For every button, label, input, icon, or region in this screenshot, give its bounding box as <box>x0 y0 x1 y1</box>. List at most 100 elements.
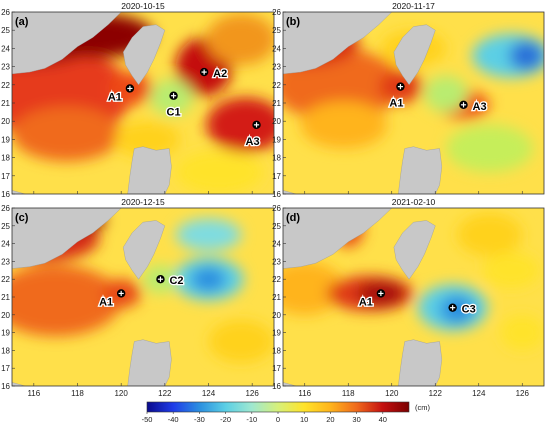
lat-tick-label: 16 <box>1 190 10 199</box>
land-polygon <box>12 190 26 194</box>
lat-tick-label: 21 <box>1 293 10 302</box>
sea-level-anomaly-field <box>12 208 274 386</box>
anomaly-blob <box>457 213 523 257</box>
lat-tick-label: 22 <box>1 275 10 284</box>
eddy-label: C3 <box>462 304 476 316</box>
eddy-marker: C2 <box>156 274 185 289</box>
anomaly-blob <box>509 41 544 71</box>
anomaly-blob <box>439 295 475 324</box>
map-panel: 2020-10-15 (a) 16 17 18 19 20 21 22 23 24 25 26 A1 A2 C… <box>1 1 275 199</box>
eddy-marker: C1 <box>165 91 182 120</box>
lat-tick-label: 18 <box>272 346 281 355</box>
panel-label: (a) <box>15 16 29 28</box>
map-panel: 2020-12-15 (c) 16 17 18 19 20 21 22 23 24 25 26 116 11… <box>1 197 275 398</box>
lon-tick-label: 124 <box>472 389 486 398</box>
lat-tick-label: 25 <box>1 26 10 35</box>
colorbar: -50 -40 -30 -20 -10 0 10 20 30 40 (cm) <box>142 401 430 424</box>
lat-tick-label: 16 <box>272 190 281 199</box>
land-polygon <box>398 339 443 386</box>
lat-tick-label: 19 <box>272 329 281 338</box>
anomaly-blob <box>175 218 242 251</box>
eddy-label: C1 <box>167 107 181 119</box>
anomaly-blob <box>191 266 226 292</box>
lon-tick-label: 120 <box>114 389 128 398</box>
lat-tick-label: 18 <box>1 154 10 163</box>
panel-label: (d) <box>286 212 300 224</box>
anomaly-blob <box>283 261 344 315</box>
land-polygon <box>398 146 443 194</box>
land <box>12 12 172 194</box>
eddy-label: A1 <box>108 91 122 103</box>
lat-tick-label: 17 <box>272 364 281 373</box>
lon-tick-label: 122 <box>158 389 172 398</box>
lat-tick-label: 24 <box>1 240 10 249</box>
eddy-label: A1 <box>99 296 113 308</box>
colorbar-tick-label: 30 <box>352 415 360 424</box>
land-polygon <box>127 146 172 194</box>
lat-tick-label: 22 <box>272 81 281 90</box>
lon-tick-label: 126 <box>245 389 259 398</box>
colorbar-tick-label: -30 <box>194 415 205 424</box>
anomaly-blob <box>114 121 181 158</box>
colorbar-tick-label: 40 <box>379 415 387 424</box>
lat-tick-label: 20 <box>1 311 10 320</box>
panels: 2020-10-15 (a) 16 17 18 19 20 21 22 23 24 25 26 A1 A2 C… <box>1 1 545 398</box>
anomaly-blob <box>208 320 274 363</box>
land-polygon <box>283 12 393 75</box>
lat-tick-label: 21 <box>272 293 281 302</box>
lat-tick-label: 16 <box>1 382 10 391</box>
lat-tick-label: 16 <box>272 382 281 391</box>
eddy-marker: A1 <box>107 84 135 105</box>
eddy-label: C2 <box>169 275 183 287</box>
colorbar-tick-label: 10 <box>300 415 308 424</box>
colorbar-tick-label: -20 <box>220 415 231 424</box>
lon-tick-label: 118 <box>342 389 355 398</box>
map-panel: 2021-02-10 (d) 16 17 18 19 20 21 22 23 24 25 26 116 11… <box>272 197 545 398</box>
sea-level-anomaly-field <box>283 12 544 194</box>
eddy-marker: A1 <box>388 82 405 111</box>
lat-tick-label: 25 <box>272 222 281 231</box>
panel-date: 2021-02-10 <box>392 197 436 207</box>
colorbar-tick-label: 0 <box>276 415 280 424</box>
land-polygon <box>127 339 172 386</box>
colorbar-unit: (cm) <box>415 403 430 412</box>
anomaly-blob <box>175 150 264 194</box>
lat-tick-label: 17 <box>272 172 281 181</box>
eddy-marker: A3 <box>244 120 261 149</box>
lat-tick-label: 20 <box>272 311 281 320</box>
sea-level-anomaly-field <box>283 208 544 386</box>
panel-date: 2020-12-15 <box>121 197 165 207</box>
colorbar-tick-label: -40 <box>168 415 179 424</box>
sea-level-anomaly-field <box>12 12 274 194</box>
land-polygon <box>12 382 26 386</box>
lat-tick-label: 21 <box>1 99 10 108</box>
land <box>283 12 443 194</box>
lon-tick-label: 116 <box>298 389 311 398</box>
colorbar-tick-label: -10 <box>246 415 257 424</box>
lon-tick-label: 126 <box>516 389 530 398</box>
eddy-label: A3 <box>246 136 260 148</box>
anomaly-blob <box>500 314 544 351</box>
panel-label: (b) <box>286 16 300 28</box>
map-panel: 2020-11-17 (b) 16 17 18 19 20 21 22 23 24 25 26 A1 A3 <box>272 1 545 199</box>
colorbar-tick-label: -50 <box>142 415 153 424</box>
land-polygon <box>12 208 122 269</box>
land-polygon <box>283 190 297 194</box>
eddy-marker: A1 <box>98 289 126 310</box>
anomaly-blob <box>446 124 534 173</box>
eddy-label: A1 <box>389 98 403 110</box>
land-polygon <box>123 24 166 86</box>
eddy-marker: A1 <box>358 289 386 310</box>
lon-tick-label: 118 <box>71 389 84 398</box>
land-polygon <box>283 208 393 269</box>
lat-tick-label: 21 <box>272 99 281 108</box>
lat-tick-label: 26 <box>272 8 281 17</box>
lat-tick-label: 20 <box>1 117 10 126</box>
colorbar-gradient <box>146 401 410 413</box>
lon-tick-label: 122 <box>429 389 443 398</box>
lat-tick-label: 24 <box>272 44 281 53</box>
colorbar-tick-label: 20 <box>326 415 334 424</box>
lat-tick-label: 19 <box>272 135 281 144</box>
panel-label: (c) <box>15 212 29 224</box>
